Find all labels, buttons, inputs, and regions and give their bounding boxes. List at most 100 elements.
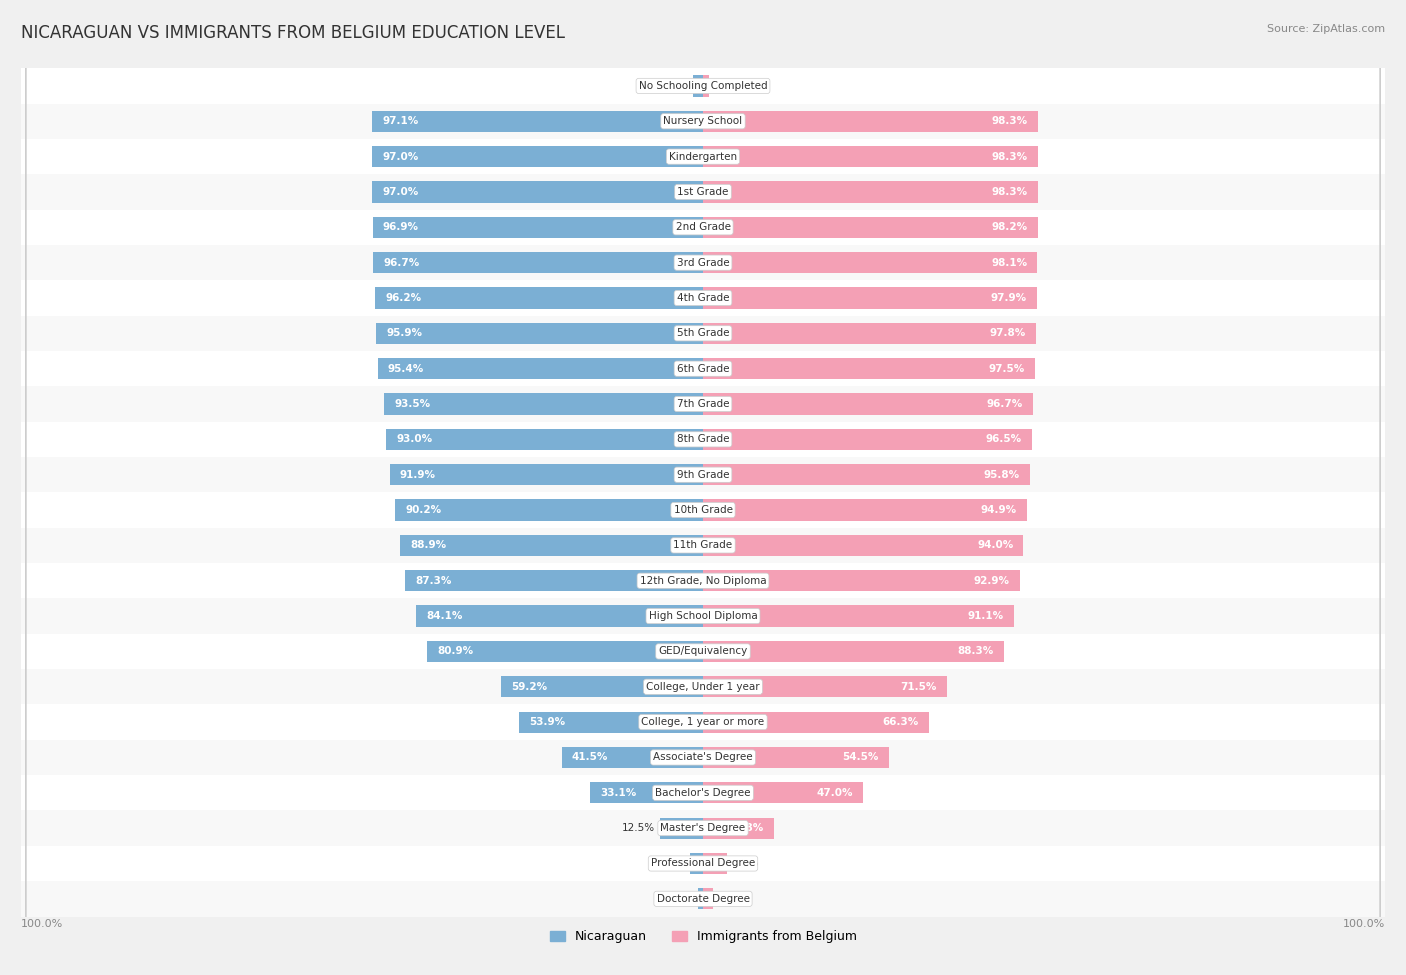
Bar (703, 817, 773, 838)
Bar (21, 599, 1385, 634)
Text: 97.1%: 97.1% (382, 116, 419, 127)
Text: College, Under 1 year: College, Under 1 year (647, 682, 759, 692)
Text: Professional Degree: Professional Degree (651, 858, 755, 869)
Text: 96.2%: 96.2% (385, 292, 422, 303)
Bar (697, 888, 703, 910)
Text: 96.9%: 96.9% (382, 222, 419, 232)
Bar (661, 817, 703, 838)
Text: 98.3%: 98.3% (991, 116, 1028, 127)
Bar (373, 181, 703, 203)
Text: College, 1 year or more: College, 1 year or more (641, 717, 765, 727)
Bar (703, 323, 1036, 344)
Bar (703, 782, 863, 803)
Text: 97.8%: 97.8% (990, 329, 1026, 338)
Text: Associate's Degree: Associate's Degree (654, 753, 752, 762)
Text: 33.1%: 33.1% (600, 788, 637, 798)
Bar (416, 605, 703, 627)
Bar (690, 853, 703, 875)
Bar (21, 316, 1385, 351)
Bar (703, 111, 1038, 132)
Text: 20.8%: 20.8% (727, 823, 763, 834)
Text: 3.9%: 3.9% (658, 858, 685, 869)
Bar (703, 499, 1026, 521)
Text: 88.9%: 88.9% (411, 540, 446, 551)
Text: 100.0%: 100.0% (1343, 919, 1385, 929)
Text: 2.9%: 2.9% (718, 894, 745, 904)
Text: 5th Grade: 5th Grade (676, 329, 730, 338)
Text: 98.3%: 98.3% (991, 187, 1028, 197)
Bar (21, 281, 1385, 316)
Bar (21, 421, 1385, 457)
Text: 2nd Grade: 2nd Grade (675, 222, 731, 232)
Bar (561, 747, 703, 768)
Text: 95.8%: 95.8% (983, 470, 1019, 480)
Text: 96.7%: 96.7% (384, 257, 420, 268)
Bar (703, 888, 713, 910)
Bar (703, 605, 1014, 627)
Bar (21, 245, 1385, 281)
Bar (21, 492, 1385, 527)
Text: 87.3%: 87.3% (416, 575, 451, 586)
Text: 91.9%: 91.9% (399, 470, 436, 480)
Text: 90.2%: 90.2% (406, 505, 441, 515)
Text: 1st Grade: 1st Grade (678, 187, 728, 197)
Bar (373, 111, 703, 132)
Bar (703, 570, 1019, 591)
Text: 59.2%: 59.2% (512, 682, 547, 692)
Text: Nursery School: Nursery School (664, 116, 742, 127)
Bar (427, 641, 703, 662)
Bar (21, 846, 1385, 881)
Text: 98.1%: 98.1% (991, 257, 1028, 268)
Text: No Schooling Completed: No Schooling Completed (638, 81, 768, 91)
Bar (21, 103, 1385, 138)
Bar (384, 394, 703, 414)
Bar (389, 464, 703, 486)
Text: 10th Grade: 10th Grade (673, 505, 733, 515)
Text: Kindergarten: Kindergarten (669, 151, 737, 162)
Text: 95.9%: 95.9% (387, 329, 422, 338)
Text: 97.5%: 97.5% (988, 364, 1025, 373)
Text: 93.0%: 93.0% (396, 434, 432, 445)
Text: 47.0%: 47.0% (817, 788, 853, 798)
Bar (21, 634, 1385, 669)
Text: Source: ZipAtlas.com: Source: ZipAtlas.com (1267, 24, 1385, 34)
Bar (501, 677, 703, 697)
Text: 4th Grade: 4th Grade (676, 292, 730, 303)
Text: 94.9%: 94.9% (980, 505, 1017, 515)
Text: Doctorate Degree: Doctorate Degree (657, 894, 749, 904)
Bar (21, 740, 1385, 775)
Bar (375, 323, 703, 344)
Bar (21, 881, 1385, 916)
Text: 98.3%: 98.3% (991, 151, 1028, 162)
Bar (21, 669, 1385, 704)
Bar (703, 288, 1036, 309)
Bar (21, 704, 1385, 740)
Bar (399, 535, 703, 556)
Bar (703, 641, 1004, 662)
Bar (21, 138, 1385, 175)
Bar (21, 175, 1385, 210)
Text: 97.0%: 97.0% (382, 187, 419, 197)
Text: 41.5%: 41.5% (572, 753, 609, 762)
Bar (21, 386, 1385, 421)
Text: High School Diploma: High School Diploma (648, 611, 758, 621)
Bar (703, 216, 1038, 238)
Bar (21, 457, 1385, 492)
Text: 84.1%: 84.1% (426, 611, 463, 621)
Bar (703, 677, 946, 697)
Text: 97.9%: 97.9% (990, 292, 1026, 303)
Text: 1.7%: 1.7% (714, 81, 741, 91)
Text: GED/Equivalency: GED/Equivalency (658, 646, 748, 656)
Bar (519, 712, 703, 733)
Bar (378, 358, 703, 379)
Bar (703, 747, 889, 768)
Bar (21, 210, 1385, 245)
Text: 80.9%: 80.9% (437, 646, 474, 656)
Text: 91.1%: 91.1% (967, 611, 1004, 621)
Bar (21, 775, 1385, 810)
Text: 100.0%: 100.0% (21, 919, 63, 929)
Text: 96.5%: 96.5% (986, 434, 1022, 445)
Bar (703, 181, 1038, 203)
Text: Bachelor's Degree: Bachelor's Degree (655, 788, 751, 798)
Bar (385, 429, 703, 450)
